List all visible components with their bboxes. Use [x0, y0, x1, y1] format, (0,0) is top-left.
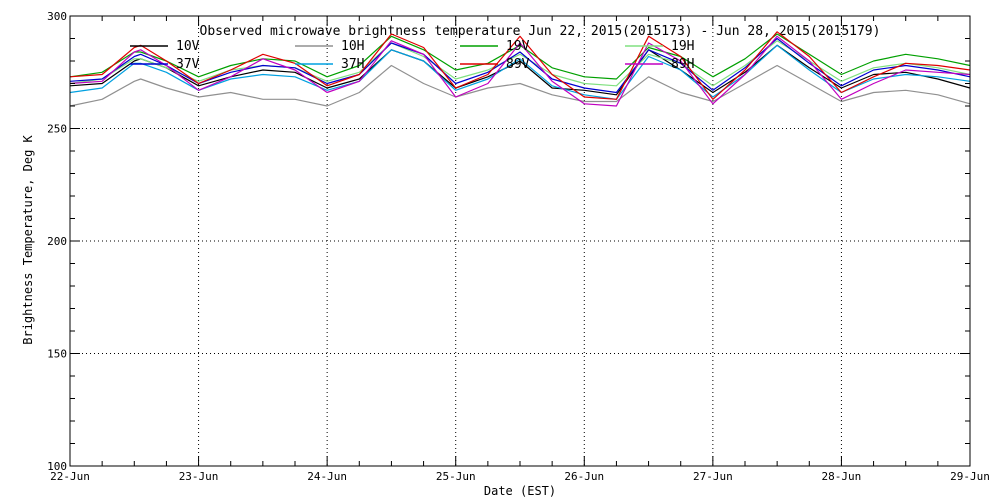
chart-title: Observed microwave brightness temperatur…	[200, 24, 881, 39]
series-line-89h	[69, 35, 971, 107]
x-tick-label: 28-Jun	[822, 470, 862, 483]
y-tick-label: 300	[47, 10, 67, 23]
legend-label: 89V	[506, 57, 530, 72]
x-tick-label: 27-Jun	[693, 470, 733, 483]
series-line-37h	[69, 44, 971, 100]
legend-item-10h: 10H	[295, 39, 364, 54]
grid-lines	[70, 16, 970, 466]
legend-item-37h: 37H	[295, 57, 364, 72]
x-tick-label: 23-Jun	[179, 470, 219, 483]
y-tick-label: 250	[47, 123, 67, 136]
legend-label: 10H	[341, 39, 364, 54]
legend-item-89v: 89V	[460, 57, 530, 72]
legend-item-37v: 37V	[130, 57, 200, 72]
y-tick-label: 200	[47, 235, 67, 248]
y-tick-label: 100	[47, 460, 67, 473]
legend-label: 37V	[176, 57, 200, 72]
series-line-89v	[69, 31, 971, 100]
x-axis-label: Date (EST)	[484, 484, 556, 498]
y-axis-label: Brightness Temperature, Deg K	[21, 134, 35, 344]
legend-label: 10V	[176, 39, 200, 54]
x-tick-label: 22-Jun	[50, 470, 90, 483]
x-tick-label: 29-Jun	[950, 470, 990, 483]
x-tick-label: 26-Jun	[564, 470, 604, 483]
legend: 10V 10H 19V 19H 37V 37H 89V 89H	[130, 39, 694, 72]
legend-label: 37H	[341, 57, 364, 72]
x-tick-label: 25-Jun	[436, 470, 476, 483]
series-lines	[69, 31, 971, 107]
axis-ticks: 22-Jun 23-Jun 24-Jun 25-Jun 26-Jun 27-Jun 28-J…	[47, 10, 990, 483]
legend-item-10v: 10V	[130, 39, 200, 54]
legend-label: 19V	[506, 39, 530, 54]
legend-item-19h: 19H	[625, 39, 694, 54]
legend-item-19v: 19V	[460, 39, 530, 54]
legend-label: 19H	[671, 39, 694, 54]
series-line-19v	[69, 33, 971, 80]
series-line-10h	[69, 64, 971, 107]
legend-label: 89H	[671, 57, 694, 72]
y-tick-label: 150	[47, 348, 67, 361]
legend-item-89h: 89H	[625, 57, 694, 72]
x-tick-label: 24-Jun	[307, 470, 347, 483]
